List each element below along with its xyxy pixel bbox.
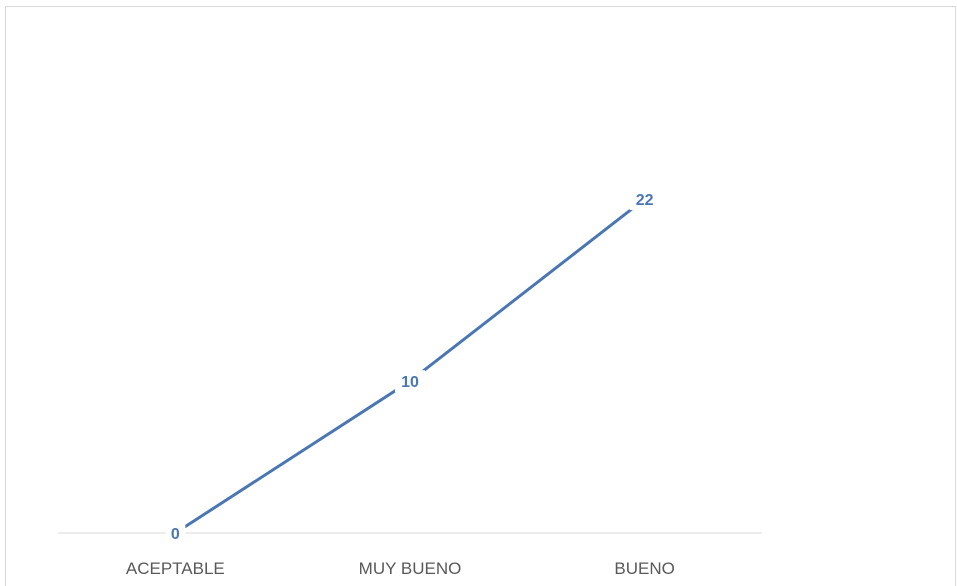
category-label-layer: ACEPTABLE MUY BUENO BUENO xyxy=(126,559,675,578)
series-layer: 0 10 22 xyxy=(165,188,660,544)
data-label-muy-bueno: 10 xyxy=(395,370,425,393)
x-tick-label-aceptable: ACEPTABLE xyxy=(126,559,225,578)
x-tick-label-bueno: BUENO xyxy=(614,559,674,578)
data-label-text: 10 xyxy=(401,374,419,391)
data-label-aceptable: 0 xyxy=(165,522,186,544)
chart-area xyxy=(5,6,956,586)
data-label-background xyxy=(395,370,425,393)
x-tick-label-muy-bueno: MUY BUENO xyxy=(359,559,462,578)
data-label-text: 22 xyxy=(636,192,654,209)
series-line xyxy=(173,197,647,535)
data-label-background xyxy=(629,188,660,211)
data-label-text: 0 xyxy=(171,526,180,543)
data-label-background xyxy=(165,522,186,544)
data-label-bueno: 22 xyxy=(629,188,660,211)
